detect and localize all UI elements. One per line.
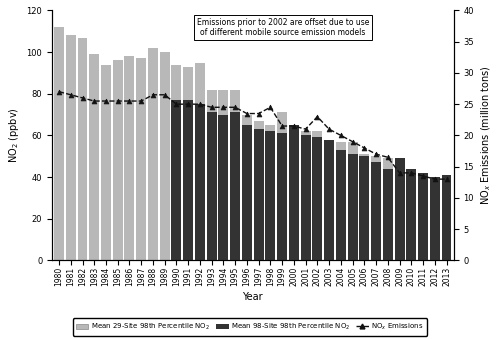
Bar — [195, 62, 205, 260]
Bar — [254, 121, 264, 260]
Bar — [383, 158, 393, 260]
Bar — [242, 125, 252, 260]
Bar — [277, 133, 287, 260]
Bar — [124, 56, 134, 260]
Bar — [406, 169, 416, 260]
Bar — [394, 158, 404, 260]
Bar — [300, 131, 310, 260]
Bar — [348, 142, 358, 260]
Bar — [383, 169, 393, 260]
Bar — [78, 38, 88, 260]
Bar — [442, 175, 452, 260]
Bar — [300, 135, 310, 260]
Bar — [324, 142, 334, 260]
Bar — [66, 36, 76, 260]
X-axis label: Year: Year — [242, 292, 263, 302]
Bar — [348, 154, 358, 260]
Bar — [360, 154, 370, 260]
Bar — [289, 125, 299, 260]
Bar — [90, 54, 99, 260]
Bar — [206, 89, 216, 260]
Bar — [54, 27, 64, 260]
Bar — [230, 89, 240, 260]
Bar — [230, 113, 240, 260]
Bar — [206, 113, 216, 260]
Bar — [136, 58, 146, 260]
Bar — [242, 115, 252, 260]
Bar — [312, 138, 322, 260]
Y-axis label: NO$_x$ Emissions (million tons): NO$_x$ Emissions (million tons) — [480, 66, 493, 205]
Bar — [218, 89, 228, 260]
Bar — [218, 115, 228, 260]
Bar — [277, 113, 287, 260]
Bar — [172, 100, 181, 260]
Bar — [289, 125, 299, 260]
Bar — [112, 60, 122, 260]
Bar — [183, 100, 193, 260]
Bar — [336, 150, 346, 260]
Bar — [195, 104, 205, 260]
Bar — [336, 142, 346, 260]
Bar — [371, 162, 381, 260]
Bar — [160, 52, 170, 260]
Bar — [148, 48, 158, 260]
Bar — [172, 65, 181, 260]
Bar — [371, 156, 381, 260]
Bar — [183, 67, 193, 260]
Bar — [254, 129, 264, 260]
Bar — [360, 156, 370, 260]
Bar — [324, 140, 334, 260]
Bar — [101, 65, 111, 260]
Bar — [312, 131, 322, 260]
Text: Emissions prior to 2002 are offset due to use
of different mobile source emissio: Emissions prior to 2002 are offset due t… — [196, 18, 369, 37]
Bar — [266, 131, 276, 260]
Y-axis label: NO$_2$ (ppbv): NO$_2$ (ppbv) — [7, 107, 21, 163]
Legend: Mean 29-Site 98th Percentile NO$_2$, Mean 98-Site 98th Percentile NO$_2$, NO$_x$: Mean 29-Site 98th Percentile NO$_2$, Mea… — [72, 318, 428, 336]
Bar — [430, 177, 440, 260]
Bar — [418, 173, 428, 260]
Bar — [266, 125, 276, 260]
